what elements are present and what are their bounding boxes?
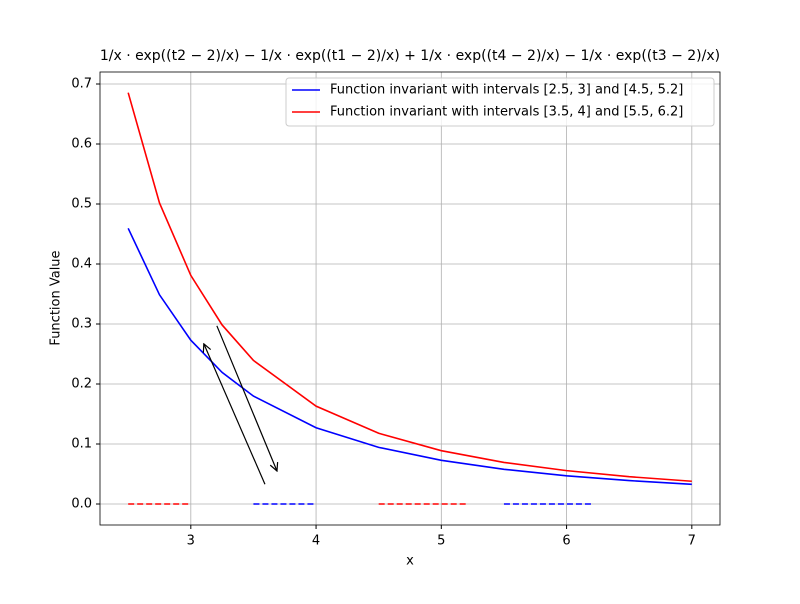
plot-frame bbox=[99, 71, 721, 526]
annotation-arrow bbox=[216, 325, 277, 471]
legend-label: Function invariant with intervals [3.5, … bbox=[330, 105, 683, 120]
annotation-arrow bbox=[204, 344, 266, 485]
x-tick-label: 6 bbox=[562, 534, 570, 549]
x-axis-label: x bbox=[406, 554, 414, 569]
y-tick-label: 0.0 bbox=[71, 497, 92, 512]
series-line bbox=[127, 92, 692, 483]
x-tick-label: 7 bbox=[688, 534, 696, 549]
y-tick-label: 0.2 bbox=[71, 377, 92, 392]
chart-title: 1/x · exp((t2 − 2)/x) − 1/x · exp((t1 − … bbox=[100, 48, 720, 64]
x-tick-label: 4 bbox=[312, 534, 320, 549]
y-tick-label: 0.5 bbox=[71, 197, 92, 212]
y-axis-label: Function Value bbox=[49, 250, 64, 345]
y-tick-label: 0.6 bbox=[71, 137, 92, 152]
series-line bbox=[127, 227, 692, 486]
legend-label: Function invariant with intervals [2.5, … bbox=[330, 83, 683, 98]
y-tick-label: 0.3 bbox=[71, 317, 92, 332]
x-tick-label: 3 bbox=[187, 534, 195, 549]
legend-box bbox=[285, 77, 715, 127]
x-tick-label: 5 bbox=[437, 534, 445, 549]
y-tick-label: 0.7 bbox=[71, 77, 92, 92]
y-tick-label: 0.1 bbox=[71, 437, 92, 452]
y-tick-label: 0.4 bbox=[71, 257, 92, 272]
